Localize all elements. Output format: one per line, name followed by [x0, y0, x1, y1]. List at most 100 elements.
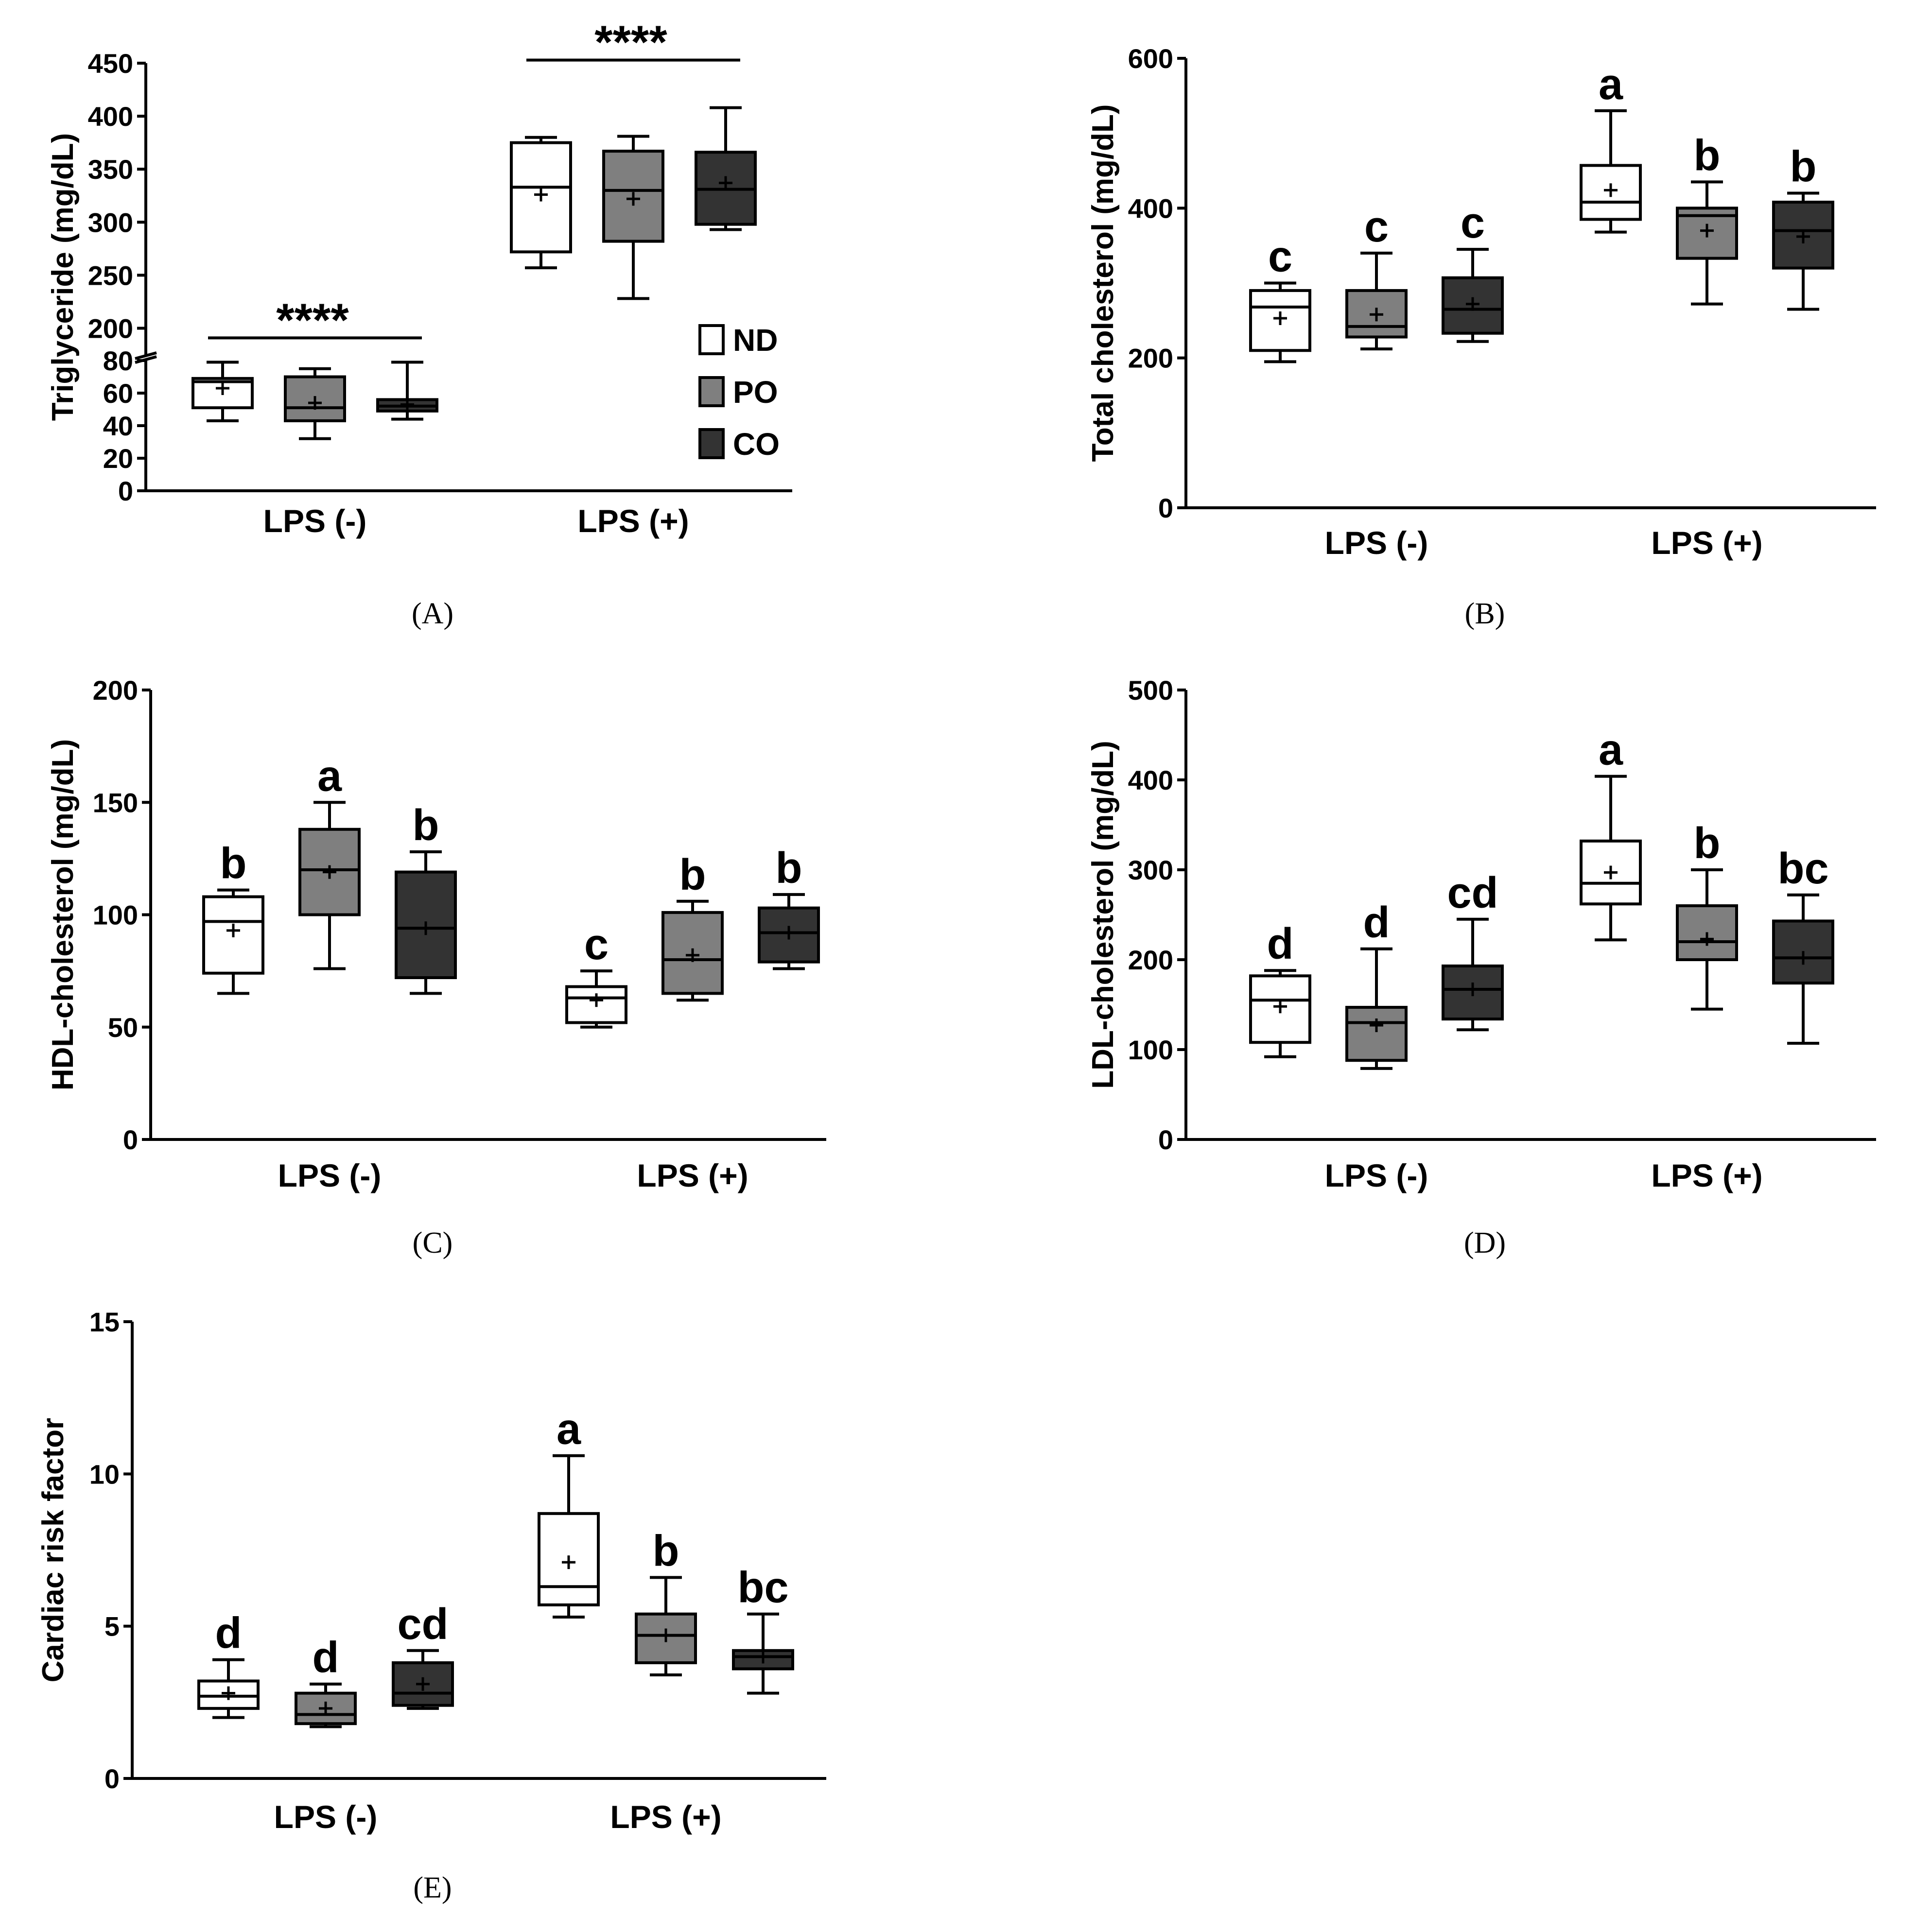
x-group-label: LPS (+): [1651, 525, 1762, 561]
significance-stars: ****: [276, 294, 349, 346]
y-tick-label: 5: [104, 1611, 120, 1642]
significance-letter: cd: [1447, 869, 1498, 917]
box-nd: b: [202, 840, 264, 995]
y-tick-label: 0: [118, 476, 133, 506]
x-group-label: LPS (+): [1651, 1157, 1762, 1193]
y-tick-label: 200: [88, 313, 133, 344]
box-nd: d: [1249, 920, 1311, 1058]
box-co: bc: [732, 1564, 794, 1695]
y-tick-label: 400: [88, 101, 133, 132]
significance-letter: b: [220, 840, 247, 888]
x-group-label: LPS (+): [577, 503, 689, 539]
significance-letter: d: [1267, 920, 1294, 968]
significance-stars: ****: [594, 17, 667, 69]
legend-label-nd: ND: [733, 323, 778, 358]
box-nd: [510, 136, 572, 270]
panel-label: (B): [1465, 597, 1505, 630]
y-axis-title: LDL-cholesterol (mg/dL): [1086, 741, 1120, 1088]
y-tick-label: 100: [1128, 1035, 1173, 1065]
significance-letter: a: [1599, 726, 1623, 775]
significance-letter: a: [1599, 60, 1623, 109]
box-iqr: [197, 1679, 260, 1710]
x-group-label: LPS (-): [1325, 1157, 1428, 1193]
box-po: b: [1676, 819, 1738, 1011]
y-tick-label: 80: [103, 345, 133, 376]
box-nd: a: [1580, 60, 1642, 234]
box-co: cd: [1442, 869, 1504, 1032]
panel-label: (E): [413, 1871, 452, 1904]
x-group-label: LPS (+): [637, 1157, 748, 1193]
y-tick-label: 300: [1128, 855, 1173, 885]
y-tick-label: 500: [1128, 675, 1173, 706]
box-po: b: [661, 851, 724, 1002]
legend-swatch-po: [698, 376, 725, 407]
box-co: b: [395, 801, 457, 995]
chart-panel-4: 0 5 10 15 Cardiac risk factor LPS (-) LPS (+) d…: [36, 1307, 826, 1904]
box-nd: [191, 361, 254, 422]
significance-letter: cd: [397, 1600, 448, 1649]
y-axis-title: HDL-cholesterol (mg/dL): [46, 739, 80, 1090]
significance-letter: b: [679, 851, 706, 899]
significance-letter: b: [1790, 143, 1817, 191]
box-co: cd: [392, 1600, 454, 1710]
box-iqr: [635, 1612, 697, 1664]
y-tick-label: 250: [88, 260, 133, 291]
axis-break-mark: [135, 351, 157, 360]
y-tick-label: 400: [1128, 765, 1173, 795]
significance-letter: a: [317, 752, 342, 800]
y-tick-label: 10: [89, 1459, 120, 1489]
significance-letter: d: [215, 1609, 242, 1658]
y-tick-label: 40: [103, 411, 133, 441]
y-tick-label: 20: [103, 443, 133, 474]
significance-letter: d: [1363, 898, 1390, 947]
y-axis-title: Cardiac risk factor: [36, 1418, 70, 1682]
box-nd: c: [565, 920, 627, 1029]
box-po: b: [1676, 131, 1738, 306]
box-po: c: [1345, 203, 1408, 351]
x-group-label: LPS (-): [278, 1157, 382, 1193]
y-tick-label: 0: [1158, 1124, 1173, 1155]
y-tick-label: 200: [1128, 343, 1173, 374]
y-tick-label: 400: [1128, 193, 1173, 224]
y-tick-label: 150: [93, 787, 138, 818]
box-iqr: [1345, 1006, 1408, 1062]
significance-letter: bc: [737, 1564, 788, 1612]
box-nd: c: [1249, 233, 1311, 363]
significance-letter: c: [1268, 233, 1292, 281]
y-tick-label: 0: [123, 1124, 138, 1155]
y-axis-title: Total cholesterol (mg/dL): [1086, 104, 1120, 462]
box-co: b: [758, 844, 820, 970]
significance-letter: c: [584, 920, 609, 969]
panel-label: (D): [1464, 1226, 1506, 1259]
box-po: b: [635, 1527, 697, 1676]
chart-panel-3: 0 100 200 300 400 500 LDL-cholesterol (mg/dL) L…: [1086, 675, 1876, 1259]
legend-swatch-co: [698, 428, 725, 459]
box-nd: d: [197, 1609, 260, 1719]
y-tick-label: 600: [1128, 43, 1173, 74]
legend-swatch-nd: [698, 324, 725, 355]
box-po: d: [295, 1634, 357, 1728]
x-group-label: LPS (-): [274, 1799, 378, 1835]
chart-panel-2: 0 50 100 150 200 HDL-cholesterol (mg/dL) LPS (…: [46, 675, 826, 1259]
box-po: [602, 135, 664, 300]
x-group-label: LPS (+): [610, 1799, 721, 1835]
box-po: d: [1345, 898, 1408, 1070]
box-co: bc: [1772, 845, 1834, 1045]
significance-letter: a: [557, 1405, 581, 1454]
y-tick-label: 15: [89, 1307, 120, 1337]
significance-letter: b: [776, 844, 802, 893]
box-po: a: [298, 752, 361, 970]
significance-letter: bc: [1777, 845, 1828, 893]
significance-letter: c: [1364, 203, 1389, 251]
y-tick-label: 450: [88, 48, 133, 79]
significance-letter: c: [1461, 199, 1485, 247]
significance-letter: b: [1694, 131, 1721, 180]
box-po: [284, 367, 346, 440]
legend-label-co: CO: [733, 427, 780, 462]
box-co: [695, 106, 757, 231]
significance-letter: b: [1694, 819, 1721, 868]
box-nd: a: [1580, 726, 1642, 942]
significance-letter: b: [413, 801, 439, 850]
legend: ND PO CO: [698, 323, 780, 462]
